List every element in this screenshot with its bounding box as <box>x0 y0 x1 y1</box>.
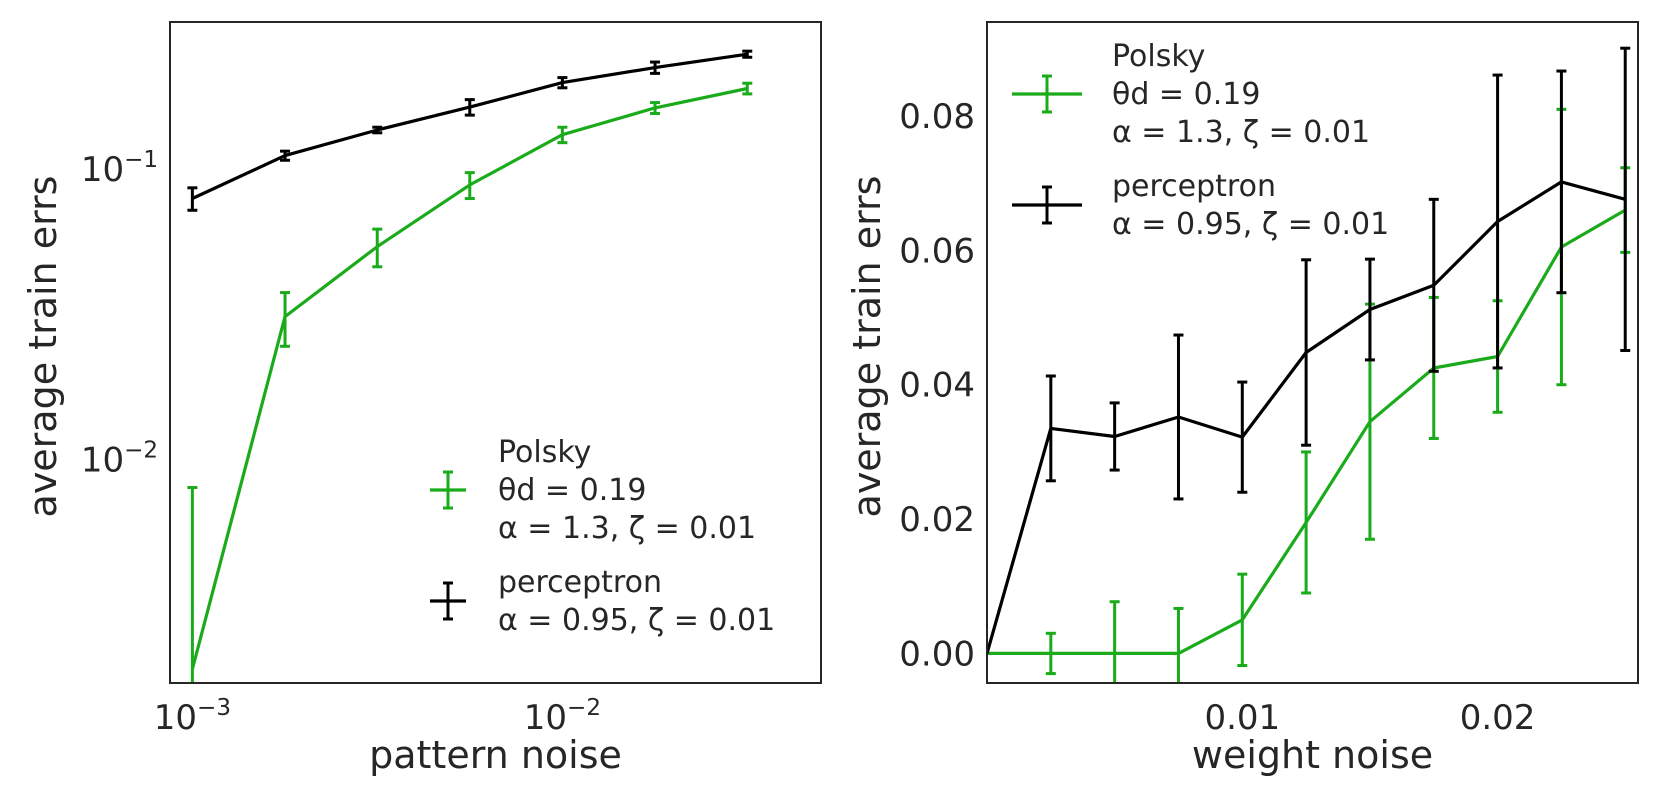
x-tick-label: 0.02 <box>1460 698 1536 738</box>
y-tick-label: 10−2 <box>81 437 158 480</box>
error-bar <box>464 171 475 201</box>
error-bar <box>1045 374 1056 483</box>
error-bar <box>280 291 291 348</box>
error-bar <box>372 125 383 135</box>
error-bar <box>1492 73 1503 370</box>
legend-text-perceptron: α = 0.95, ζ = 0.01 <box>1112 207 1389 242</box>
error-bar <box>187 486 198 683</box>
legend-text-polsky: θd = 0.19 <box>498 473 646 508</box>
error-bar <box>650 101 661 115</box>
error-bar <box>1301 450 1312 595</box>
legend-text-perceptron: α = 0.95, ζ = 0.01 <box>498 603 775 638</box>
error-bar <box>464 98 475 117</box>
legend-handle-polsky <box>1012 74 1082 114</box>
error-bar <box>1173 606 1184 683</box>
error-bar <box>280 149 291 162</box>
axes-frame <box>986 21 1639 684</box>
y-tick-label: 0.08 <box>899 97 975 137</box>
error-bar <box>1237 380 1248 494</box>
y-tick-label: 0.04 <box>899 366 975 406</box>
series-perceptron <box>187 49 753 212</box>
y-axis-label: average train errs <box>21 176 65 518</box>
y-tick-label: 0.02 <box>899 500 975 540</box>
y-tick-label: 0.06 <box>899 231 975 271</box>
plot-area <box>187 49 753 683</box>
legend-text-perceptron: perceptron <box>498 565 662 600</box>
legend-text-polsky: Polsky <box>1112 39 1205 74</box>
error-bar <box>650 60 661 75</box>
y-tick-label: 0.00 <box>899 634 975 674</box>
panel-1: 10−3 10−2 10−2 10−1 pattern noise average tra… <box>21 21 822 777</box>
legend-handle-perceptron <box>1012 185 1082 225</box>
legend-text-perceptron: perceptron <box>1112 169 1276 204</box>
axes-frame <box>169 21 822 684</box>
x-tick-label: 0.01 <box>1204 698 1280 738</box>
error-bar <box>557 76 568 90</box>
error-bar <box>742 49 753 59</box>
error-bar <box>557 125 568 145</box>
error-bar <box>1237 572 1248 668</box>
legend-text-polsky: Polsky <box>498 435 591 470</box>
legend-handle-perceptron <box>430 581 466 621</box>
y-axis-label: average train errs <box>845 176 889 518</box>
plot-area <box>987 46 1631 683</box>
error-bar <box>1301 258 1312 447</box>
error-bar <box>1109 600 1120 683</box>
x-axis-label: pattern noise <box>369 733 622 777</box>
x-tick-label: 10−2 <box>524 695 601 738</box>
series-perceptron <box>987 46 1631 654</box>
error-bar <box>1364 257 1375 362</box>
y-tick-label: 10−1 <box>81 147 158 190</box>
series-polsky <box>187 81 753 683</box>
x-tick-label: 10−3 <box>154 695 231 738</box>
legend-text-polsky: α = 1.3, ζ = 0.01 <box>498 511 756 546</box>
error-bar <box>1173 333 1184 501</box>
error-bar <box>1109 401 1120 472</box>
legend-text-polsky: θd = 0.19 <box>1112 77 1260 112</box>
error-bar <box>187 186 198 212</box>
error-bar <box>372 227 383 269</box>
error-bar <box>1556 69 1567 295</box>
error-bar <box>1045 631 1056 676</box>
error-bar <box>1428 197 1439 373</box>
error-bar <box>1620 46 1631 352</box>
panel-2: 0.01 0.02 0.00 0.02 0.04 0.06 0.08 weight noise… <box>845 21 1639 777</box>
legend-text-polsky: α = 1.3, ζ = 0.01 <box>1112 115 1370 150</box>
legend-handle-polsky <box>430 470 466 510</box>
error-bar <box>742 81 753 96</box>
x-axis-label: weight noise <box>1192 733 1433 777</box>
